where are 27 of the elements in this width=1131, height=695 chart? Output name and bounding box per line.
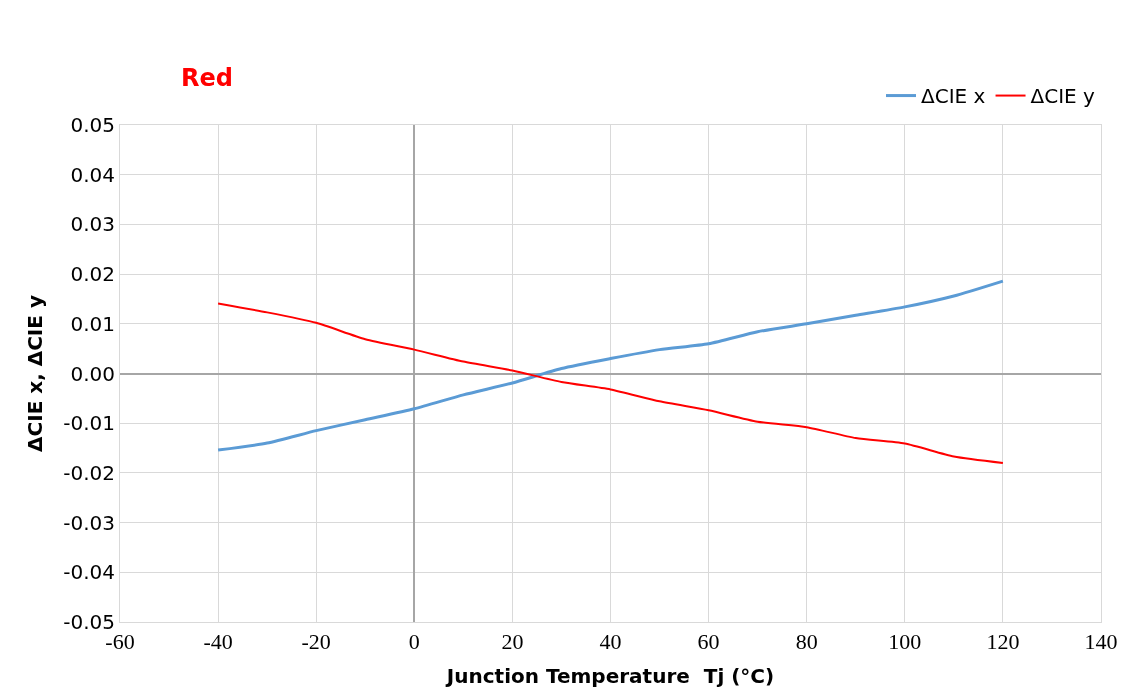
y-tick-label: 0.03 bbox=[70, 212, 115, 237]
y-tick-label: 0.00 bbox=[70, 361, 115, 386]
x-tick-label: 100 bbox=[888, 629, 922, 655]
y-tick-label: 0.01 bbox=[70, 311, 115, 336]
y-tick-label: 0.02 bbox=[70, 262, 115, 287]
x-tick-label: -40 bbox=[203, 629, 233, 655]
y-tick-label: -0.04 bbox=[63, 560, 115, 585]
x-tick-label: 60 bbox=[697, 629, 720, 655]
legend-label: ΔCIE x bbox=[921, 84, 986, 109]
chart-title: Red bbox=[180, 64, 233, 93]
x-tick-label: 20 bbox=[501, 629, 524, 655]
y-tick-label: -0.02 bbox=[63, 460, 115, 485]
x-tick-label: 120 bbox=[986, 629, 1020, 655]
y-tick-label: -0.01 bbox=[63, 411, 115, 436]
x-tick-label: 140 bbox=[1084, 629, 1118, 655]
x-tick-label: -20 bbox=[301, 629, 331, 655]
x-tick-label: 40 bbox=[599, 629, 622, 655]
y-tick-label: 0.05 bbox=[70, 113, 115, 137]
x-tick-label: 80 bbox=[795, 629, 818, 655]
line-series bbox=[216, 279, 1005, 452]
legend-label: ΔCIE y bbox=[1030, 84, 1096, 109]
y-tick-label: -0.03 bbox=[63, 510, 115, 535]
x-tick-label: 0 bbox=[408, 629, 420, 655]
y-axis-title: ΔCIE x, ΔCIE y bbox=[22, 295, 47, 452]
line-series bbox=[217, 302, 1004, 464]
x-axis-title: Junction Temperature Tj (°C) bbox=[444, 663, 775, 688]
y-tick-label: 0.04 bbox=[70, 162, 115, 187]
